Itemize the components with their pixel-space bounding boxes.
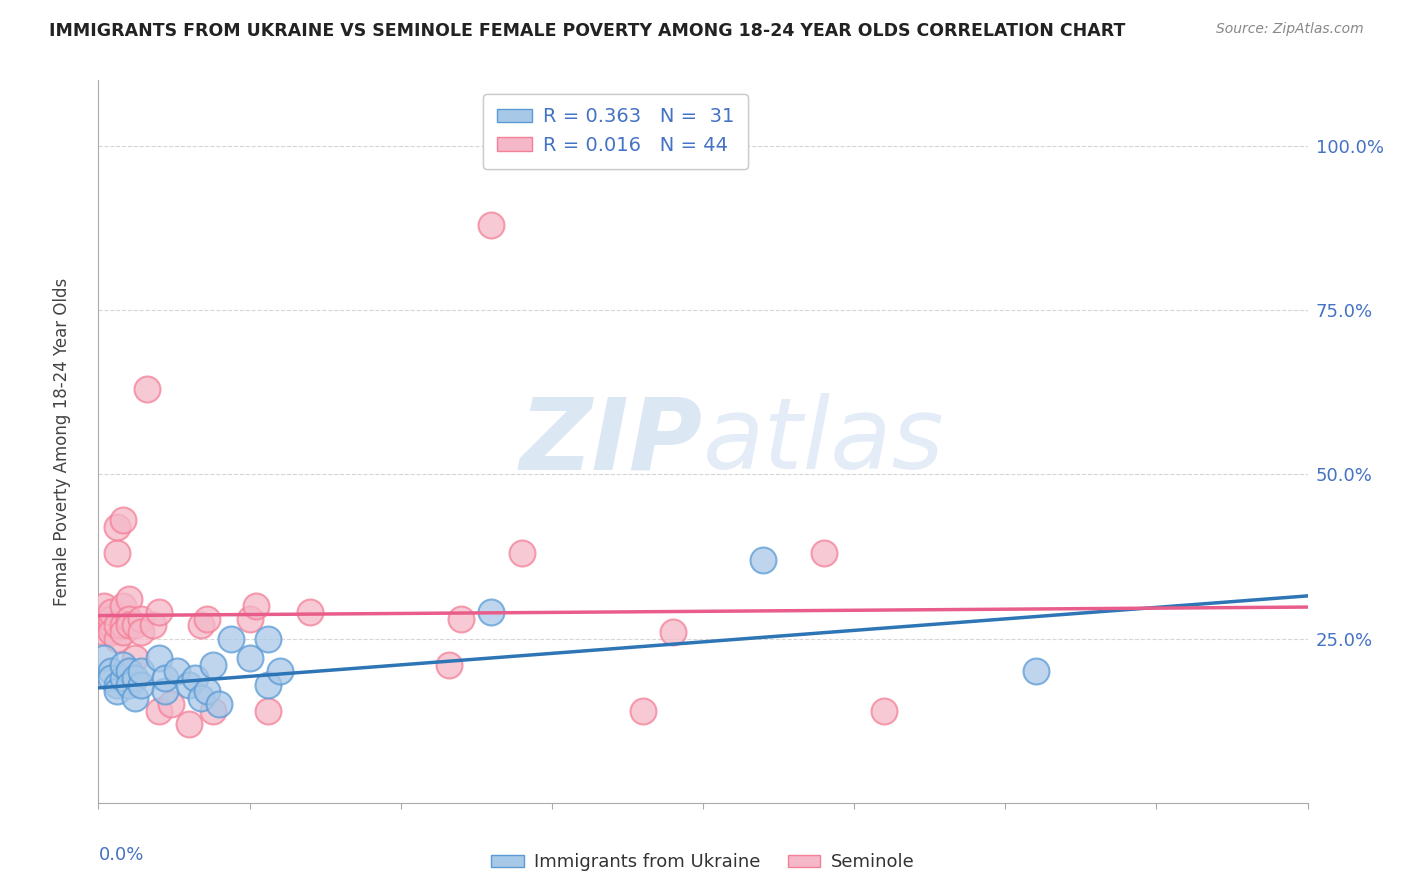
Point (148, 605, 170, 619)
Point (195, 612, 218, 626)
Point (100, 625, 122, 640)
Legend: Immigrants from Ukraine, Seminole: Immigrants from Ukraine, Seminole (484, 847, 922, 879)
Point (111, 599, 134, 613)
Point (129, 625, 152, 640)
Text: Source: ZipAtlas.com: Source: ZipAtlas.com (1216, 22, 1364, 37)
Point (111, 657, 134, 672)
Legend: R = 0.363   N =  31, R = 0.016   N = 44: R = 0.363 N = 31, R = 0.016 N = 44 (484, 94, 748, 169)
Point (631, 704, 654, 718)
Point (93, 599, 115, 613)
Point (166, 665, 188, 679)
Point (129, 665, 152, 679)
Point (105, 684, 128, 698)
Point (195, 684, 218, 698)
Point (118, 618, 141, 632)
Point (111, 513, 134, 527)
Point (153, 684, 176, 698)
Point (142, 618, 165, 632)
Point (129, 612, 152, 626)
Point (269, 665, 291, 679)
Point (299, 605, 322, 619)
Text: IMMIGRANTS FROM UKRAINE VS SEMINOLE FEMALE POVERTY AMONG 18-24 YEAR OLDS CORRELA: IMMIGRANTS FROM UKRAINE VS SEMINOLE FEMA… (49, 22, 1126, 40)
Point (239, 612, 262, 626)
Point (256, 704, 278, 718)
Point (481, 218, 503, 232)
Point (100, 618, 122, 632)
Point (481, 605, 503, 619)
Point (100, 605, 122, 619)
Point (124, 651, 146, 665)
Point (873, 704, 896, 718)
Point (208, 698, 231, 712)
Point (93, 625, 115, 640)
Point (100, 671, 122, 685)
Point (148, 704, 170, 718)
Point (148, 651, 170, 665)
Point (1024, 665, 1046, 679)
Point (118, 677, 141, 691)
Point (105, 546, 128, 560)
Point (190, 690, 212, 705)
Point (105, 632, 128, 646)
Point (111, 671, 134, 685)
Point (160, 698, 183, 712)
Point (93, 618, 115, 632)
Point (202, 657, 225, 672)
Text: atlas: atlas (703, 393, 945, 490)
Point (105, 618, 128, 632)
Point (179, 717, 201, 731)
Point (256, 632, 278, 646)
Point (105, 677, 128, 691)
Point (135, 382, 157, 396)
Point (100, 665, 122, 679)
Y-axis label: Female Poverty Among 18-24 Year Olds: Female Poverty Among 18-24 Year Olds (53, 277, 72, 606)
Point (184, 671, 207, 685)
Point (153, 671, 176, 685)
Point (129, 677, 152, 691)
Point (124, 671, 146, 685)
Point (245, 599, 267, 613)
Text: ZIP: ZIP (520, 393, 703, 490)
Point (111, 618, 134, 632)
Point (202, 704, 225, 718)
Point (124, 618, 146, 632)
Point (256, 677, 278, 691)
Point (510, 546, 533, 560)
Point (118, 592, 141, 607)
Point (105, 520, 128, 534)
Point (450, 612, 472, 626)
Point (239, 651, 262, 665)
Point (124, 690, 146, 705)
Point (813, 546, 835, 560)
Point (118, 612, 141, 626)
Point (100, 612, 122, 626)
Point (93, 612, 115, 626)
Point (661, 625, 683, 640)
Point (437, 657, 460, 672)
Text: 0.0%: 0.0% (98, 847, 143, 864)
Point (118, 665, 141, 679)
Point (93, 651, 115, 665)
Point (221, 632, 243, 646)
Point (190, 618, 212, 632)
Point (752, 553, 775, 567)
Point (111, 625, 134, 640)
Point (179, 677, 201, 691)
